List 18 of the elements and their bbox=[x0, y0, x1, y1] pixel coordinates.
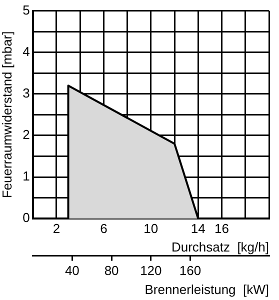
x-tick-label: 10 bbox=[144, 220, 158, 236]
x2-tick-label: 80 bbox=[104, 263, 119, 278]
x-axis-title: Durchsatz [kg/h] bbox=[171, 240, 269, 255]
y-tick-label: 3 bbox=[22, 86, 30, 100]
y-tick-label: 1 bbox=[22, 168, 30, 184]
x-tick-label: 16 bbox=[214, 220, 229, 236]
y-tick-label: 2 bbox=[22, 127, 30, 142]
x2-axis-title: Brennerleistung [kW] bbox=[144, 282, 269, 297]
y-tick-label: 5 bbox=[22, 2, 30, 18]
y-tick-label: 4 bbox=[22, 44, 30, 59]
x2-tick-label: 120 bbox=[140, 263, 162, 278]
y-tick-label: 0 bbox=[22, 210, 30, 226]
x2-tick-label: 160 bbox=[179, 263, 202, 278]
x-tick-label: 2 bbox=[52, 220, 60, 236]
x-tick-label: 6 bbox=[100, 220, 108, 236]
x-tick-label: 14 bbox=[190, 220, 206, 236]
x2-tick-label: 40 bbox=[64, 263, 80, 278]
y-axis-title: Feuerraumwiderstand [mbar] bbox=[0, 31, 14, 198]
